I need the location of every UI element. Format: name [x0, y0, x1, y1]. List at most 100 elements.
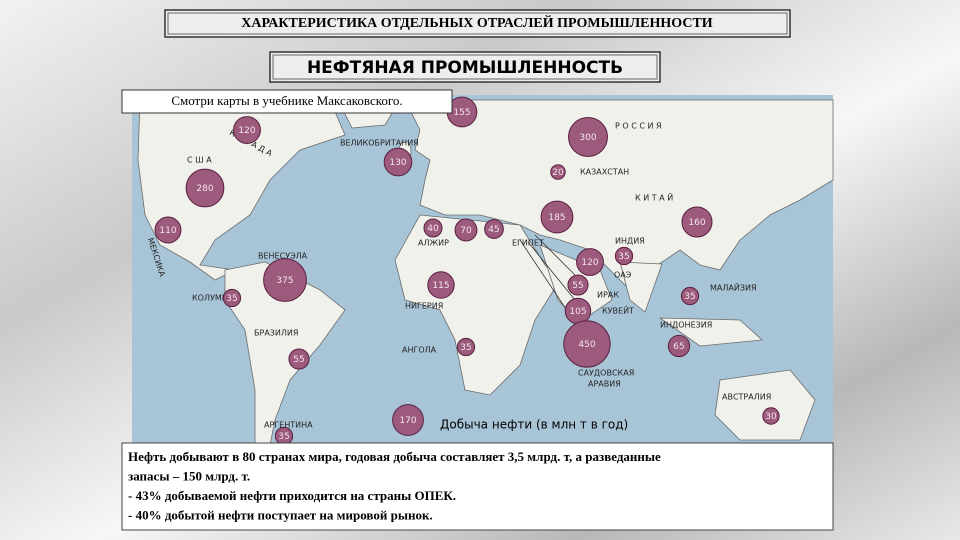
bubble-value: 35 — [226, 294, 237, 304]
footer: Нефть добывают в 80 странах мира, годова… — [128, 449, 661, 523]
country-label: С Ш А — [187, 156, 212, 165]
bubble-value: 20 — [552, 168, 564, 178]
country-label: АЛЖИР — [418, 239, 449, 248]
country-label: ИНДИЯ — [615, 237, 645, 246]
production-bubble — [383, 147, 413, 177]
country-label: АРГЕНТИНА — [264, 421, 313, 430]
bubble-value: 115 — [432, 281, 449, 291]
production-bubble — [454, 218, 478, 242]
footer-line: запасы – 150 млрд. т. — [128, 468, 250, 483]
production-bubble — [550, 164, 566, 180]
country-label: ЕГИПЕТ — [512, 239, 544, 248]
country-label: ОАЭ — [614, 271, 632, 280]
production-bubble — [563, 320, 611, 368]
bubble-value: 300 — [579, 133, 596, 143]
legend-label: Добыча нефти (в млн т в год) — [440, 418, 628, 432]
footer-line: - 40% добытой нефти поступает на мировой… — [128, 507, 433, 522]
production-bubble — [567, 274, 589, 296]
pointer — [534, 234, 576, 276]
production-bubble — [576, 248, 604, 276]
bubble-value: 280 — [196, 184, 213, 194]
note: Смотри карты в учебнике Максаковского. — [171, 93, 402, 108]
title-inner — [167, 12, 788, 35]
country-label: АВСТРАЛИЯ — [722, 393, 771, 402]
map — [132, 95, 834, 446]
country-label: НИГЕРИЯ — [405, 302, 443, 311]
country-label: САУДОВСКАЯ — [578, 369, 634, 378]
country-label: КУВЕЙТ — [602, 305, 634, 316]
production-bubble — [288, 348, 310, 370]
title: ХАРАКТЕРИСТИКА ОТДЕЛЬНЫХ ОТРАСЛЕЙ ПРОМЫШ… — [241, 14, 712, 31]
subtitle: НЕФТЯНАЯ ПРОМЫШЛЕННОСТЬ — [307, 58, 623, 78]
country-label: ИНДОНЕЗИЯ — [660, 321, 712, 330]
pointer — [527, 241, 576, 301]
country-label: ИРАК — [597, 291, 619, 300]
bubble-value: 120 — [238, 126, 255, 136]
country-label: МАЛАЙЗИЯ — [710, 282, 757, 293]
production-bubble — [222, 288, 242, 308]
islands — [658, 317, 763, 347]
production-bubble — [484, 219, 504, 239]
bubble-value: 35 — [460, 343, 471, 353]
subtitle-box — [269, 51, 661, 83]
bubble-value: 160 — [688, 218, 705, 228]
bubble-value: 40 — [427, 224, 439, 234]
footer-line: - 43% добываемой нефти приходится на стр… — [128, 488, 456, 503]
india — [619, 261, 663, 313]
bubble-value: 30 — [765, 412, 777, 422]
production-bubble — [423, 218, 443, 238]
country-label: ВЕНЕСУЭЛА — [258, 252, 308, 261]
production-bubble — [614, 246, 634, 266]
production-bubble — [681, 206, 713, 238]
bubble-value: 55 — [572, 281, 583, 291]
title-box — [164, 9, 791, 38]
bubble-value: 185 — [548, 213, 565, 223]
footer-line: Нефть добывают в 80 странах мира, годова… — [128, 449, 661, 464]
production-bubble — [456, 337, 476, 357]
australia — [714, 369, 816, 441]
production-bubble — [540, 200, 574, 234]
bubble-value: 105 — [569, 307, 586, 317]
bubble-value: 155 — [453, 108, 470, 118]
bubble-value: 130 — [389, 158, 406, 168]
bubble-value: 35 — [278, 432, 289, 442]
bubble-value: 120 — [581, 258, 598, 268]
production-bubble — [667, 334, 691, 358]
africa — [394, 214, 561, 396]
bubble-value: 45 — [488, 225, 499, 235]
production-bubble — [233, 116, 261, 144]
country-label: К И Т А Й — [635, 192, 673, 203]
subtitle-inner — [272, 54, 658, 80]
bubbles: 155 120 300 130 280 20 110 40 70 45 185 160 120 35 375… — [154, 96, 780, 446]
north-america — [137, 99, 346, 281]
bubble-value: 35 — [618, 252, 629, 262]
country-label: КАЗАХСТАН — [580, 168, 629, 177]
bubble-value: 110 — [159, 226, 176, 236]
bubble-value: 55 — [293, 355, 304, 365]
bubble-value: 65 — [673, 342, 684, 352]
country-label: Р О С С И Я — [615, 122, 662, 131]
south-america — [224, 261, 346, 446]
production-bubble — [762, 407, 780, 425]
production-bubble — [427, 271, 455, 299]
note-box — [121, 89, 453, 114]
country-label: БРАЗИЛИЯ — [254, 329, 298, 338]
bubble-value: 375 — [276, 276, 293, 286]
country-label: ВЕЛИКОБРИТАНИЯ — [340, 139, 419, 148]
bubble-value: 170 — [399, 416, 416, 426]
bubble-value: 70 — [460, 226, 472, 236]
production-bubble — [263, 258, 307, 302]
production-bubble — [154, 216, 182, 244]
country-label: АНГОЛА — [402, 346, 437, 355]
country-label: КОЛУМБИЯ — [192, 294, 239, 303]
footer-box — [121, 442, 834, 531]
production-bubble — [392, 404, 424, 436]
bubble-value: 35 — [684, 292, 695, 302]
production-bubble — [680, 286, 700, 306]
country-label: АРАВИЯ — [588, 380, 621, 389]
bubble-value: 450 — [578, 340, 595, 350]
production-bubble — [568, 117, 608, 157]
